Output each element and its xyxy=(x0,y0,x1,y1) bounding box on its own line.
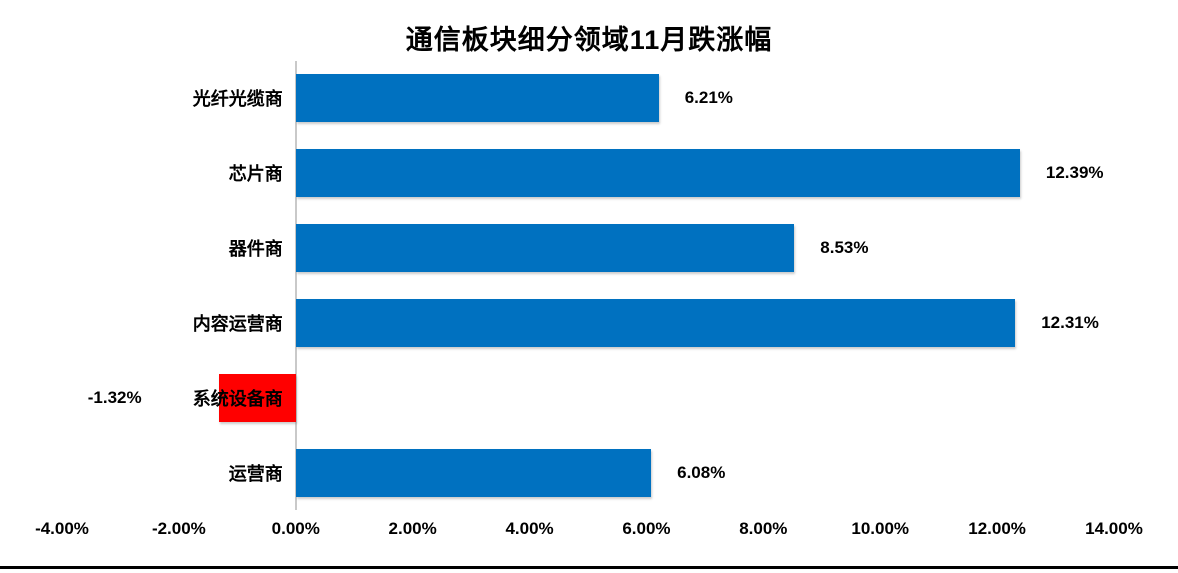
bar-positive xyxy=(295,149,1020,198)
zero-axis-line xyxy=(294,61,297,510)
x-tick-label: 2.00% xyxy=(388,519,437,538)
category-label: 内容运营商 xyxy=(192,313,283,334)
category-label: 芯片商 xyxy=(228,164,283,185)
bar-positive xyxy=(295,448,652,497)
value-label: 6.08% xyxy=(677,462,726,482)
category-label: 光纤光缆商 xyxy=(192,89,283,110)
value-label: 12.31% xyxy=(1041,312,1099,332)
x-tick-label: 6.00% xyxy=(622,519,671,538)
x-tick-label: 10.00% xyxy=(851,519,910,538)
value-label: 6.21% xyxy=(684,88,733,108)
category-label: 运营商 xyxy=(228,463,283,484)
x-tick-label: 0.00% xyxy=(271,519,320,538)
category-label: 器件商 xyxy=(228,239,283,260)
bar-positive xyxy=(295,224,795,273)
x-tick-label: 8.00% xyxy=(739,519,788,538)
x-tick-label: 12.00% xyxy=(968,519,1026,538)
bar-negative xyxy=(218,373,296,422)
value-label: 8.53% xyxy=(820,238,869,258)
x-tick-label: 4.00% xyxy=(505,519,554,538)
bar-positive xyxy=(295,74,659,123)
bar-positive xyxy=(295,298,1016,347)
x-tick-label: -2.00% xyxy=(151,519,206,538)
x-tick-label: -4.00% xyxy=(35,519,89,538)
category-label: 系统设备商 xyxy=(192,388,283,409)
chart-title: 通信板块细分领域11月跌涨幅 xyxy=(405,25,773,55)
x-tick-label: 14.00% xyxy=(1085,519,1143,538)
value-label: 12.39% xyxy=(1045,163,1104,183)
bottom-divider xyxy=(0,566,1178,569)
value-label: -1.32% xyxy=(87,387,142,407)
